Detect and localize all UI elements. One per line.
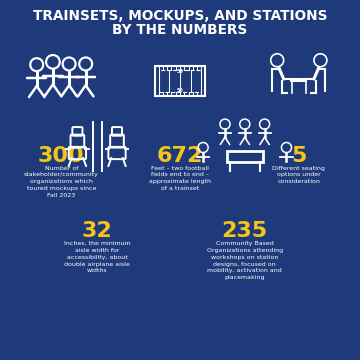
Text: Different seating
options under
consideration: Different seating options under consider… xyxy=(273,166,325,184)
Text: 50: 50 xyxy=(177,68,183,73)
Text: Inches, the minimum
aisle width for
accessibility, about
double airplane aisle
w: Inches, the minimum aisle width for acce… xyxy=(64,241,131,273)
Text: Community Based
Organizations attending
workshops on station
designs, focused on: Community Based Organizations attending … xyxy=(207,241,283,280)
Text: 300: 300 xyxy=(38,146,85,166)
Text: 5: 5 xyxy=(291,146,306,166)
Text: Number of
stakeholder/community
organizations which
toured mockups since
Fall 20: Number of stakeholder/community organiza… xyxy=(24,166,99,198)
Bar xyxy=(290,78,307,82)
Text: 32: 32 xyxy=(82,221,113,242)
Text: Feet – two football
fields end to end –
approximate length
of a trainset: Feet – two football fields end to end – … xyxy=(149,166,211,191)
Text: 235: 235 xyxy=(222,221,268,242)
Text: TRAINSETS, MOCKUPS, AND STATIONS: TRAINSETS, MOCKUPS, AND STATIONS xyxy=(33,9,327,23)
Bar xyxy=(227,151,263,162)
Text: 672: 672 xyxy=(157,146,203,166)
Text: 50: 50 xyxy=(177,89,183,93)
Text: BY THE NUMBERS: BY THE NUMBERS xyxy=(112,23,248,37)
